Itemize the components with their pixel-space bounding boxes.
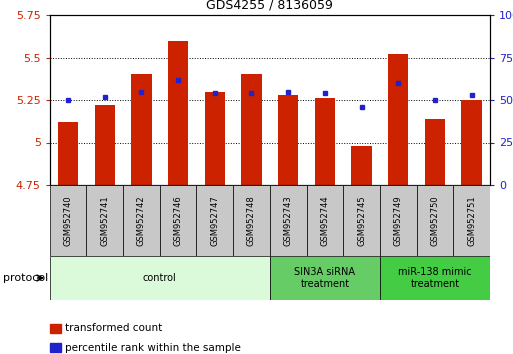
Bar	[131, 74, 151, 185]
Bar	[58, 122, 78, 185]
Text: protocol: protocol	[3, 273, 48, 283]
FancyBboxPatch shape	[160, 185, 196, 256]
FancyBboxPatch shape	[50, 185, 86, 256]
Text: GSM952747: GSM952747	[210, 195, 220, 246]
Text: transformed count: transformed count	[65, 323, 163, 333]
Text: GSM952743: GSM952743	[284, 195, 293, 246]
Text: GSM952741: GSM952741	[100, 195, 109, 246]
Text: GSM952751: GSM952751	[467, 195, 476, 246]
Text: GSM952746: GSM952746	[173, 195, 183, 246]
Bar	[351, 146, 371, 185]
Text: GSM952742: GSM952742	[137, 195, 146, 246]
Text: control: control	[143, 273, 176, 283]
Text: GDS4255 / 8136059: GDS4255 / 8136059	[206, 0, 333, 11]
Text: GSM952745: GSM952745	[357, 195, 366, 246]
Text: miR-138 mimic
treatment: miR-138 mimic treatment	[398, 267, 472, 289]
Bar	[205, 91, 225, 185]
FancyBboxPatch shape	[380, 185, 417, 256]
Text: GSM952750: GSM952750	[430, 195, 440, 246]
FancyBboxPatch shape	[306, 185, 343, 256]
FancyBboxPatch shape	[196, 185, 233, 256]
FancyBboxPatch shape	[233, 185, 270, 256]
Text: GSM952748: GSM952748	[247, 195, 256, 246]
FancyBboxPatch shape	[86, 185, 123, 256]
Text: percentile rank within the sample: percentile rank within the sample	[65, 343, 241, 353]
Text: SIN3A siRNA
treatment: SIN3A siRNA treatment	[294, 267, 356, 289]
Text: GSM952749: GSM952749	[393, 195, 403, 246]
Bar	[462, 100, 482, 185]
Bar	[242, 74, 262, 185]
FancyBboxPatch shape	[50, 256, 270, 300]
Bar	[315, 98, 335, 185]
FancyBboxPatch shape	[380, 256, 490, 300]
FancyBboxPatch shape	[343, 185, 380, 256]
FancyBboxPatch shape	[270, 256, 380, 300]
FancyBboxPatch shape	[270, 185, 306, 256]
Bar	[425, 119, 445, 185]
Bar	[168, 40, 188, 185]
Bar	[388, 54, 408, 185]
Text: GSM952740: GSM952740	[64, 195, 73, 246]
Text: GSM952744: GSM952744	[320, 195, 329, 246]
Bar	[278, 95, 298, 185]
FancyBboxPatch shape	[123, 185, 160, 256]
FancyBboxPatch shape	[417, 185, 453, 256]
FancyBboxPatch shape	[453, 185, 490, 256]
Bar	[95, 105, 115, 185]
